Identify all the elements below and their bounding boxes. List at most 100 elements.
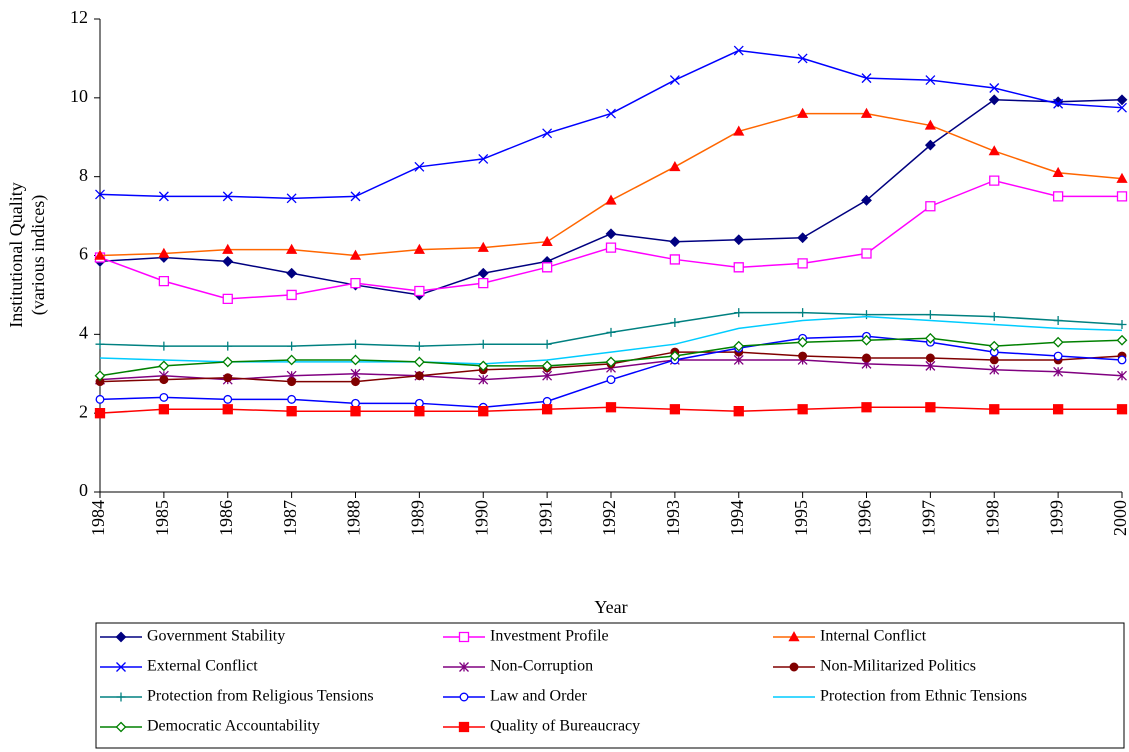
marker <box>1117 319 1127 329</box>
marker <box>478 153 489 164</box>
marker <box>862 310 871 320</box>
y-axis-title: (various indices) <box>28 195 49 315</box>
marker <box>989 175 1000 186</box>
y-axis-title: Institutional Quality <box>6 182 26 328</box>
marker <box>733 125 745 136</box>
marker <box>222 404 233 415</box>
x-tick-label: 1988 <box>344 500 364 536</box>
marker <box>861 194 872 206</box>
x-tick-label: 1985 <box>152 500 172 536</box>
x-tick-label: 1991 <box>535 500 555 536</box>
marker <box>478 374 489 385</box>
marker <box>989 364 1000 375</box>
marker <box>1116 404 1128 415</box>
marker <box>115 631 127 643</box>
marker <box>797 53 808 64</box>
marker <box>95 394 105 404</box>
marker <box>1117 102 1127 113</box>
y-tick-label: 12 <box>70 7 88 27</box>
marker <box>925 75 936 86</box>
legend-box <box>95 622 1125 749</box>
marker <box>287 394 297 404</box>
marker <box>789 662 799 672</box>
marker <box>669 236 681 248</box>
marker <box>458 631 470 643</box>
y-tick-label: 2 <box>79 401 88 421</box>
marker <box>158 404 170 415</box>
marker <box>478 339 488 349</box>
marker <box>669 254 681 265</box>
marker <box>797 107 809 118</box>
marker <box>925 310 935 320</box>
marker <box>733 406 744 417</box>
marker <box>351 398 360 408</box>
marker <box>605 228 617 240</box>
x-tick-label: 1987 <box>280 500 300 536</box>
marker <box>223 341 233 351</box>
marker <box>413 243 425 254</box>
marker <box>350 191 361 202</box>
marker <box>286 289 297 301</box>
y-tick-label: 10 <box>70 86 88 106</box>
marker <box>1052 336 1064 348</box>
marker <box>94 408 106 419</box>
marker <box>605 194 617 205</box>
marker <box>797 258 808 269</box>
legend-label: Non-Corruption <box>490 658 593 675</box>
marker <box>222 255 234 267</box>
series <box>99 315 1123 365</box>
marker <box>414 406 425 417</box>
marker <box>349 249 362 260</box>
marker <box>159 392 169 402</box>
marker <box>222 356 234 368</box>
series <box>95 45 1127 204</box>
marker <box>351 377 360 387</box>
marker <box>287 341 297 351</box>
marker <box>541 235 553 246</box>
marker <box>1116 172 1128 183</box>
marker <box>223 373 233 383</box>
marker <box>223 394 233 404</box>
marker <box>95 189 105 200</box>
marker <box>477 360 489 372</box>
x-tick-label: 1984 <box>88 500 108 536</box>
marker <box>1053 98 1064 109</box>
marker <box>542 370 553 381</box>
marker <box>861 402 872 413</box>
marker <box>605 402 617 413</box>
marker <box>860 107 873 118</box>
marker <box>286 406 297 417</box>
marker <box>541 360 553 372</box>
marker <box>414 285 425 297</box>
marker <box>925 201 936 212</box>
marker <box>606 327 616 337</box>
legend-label: Law and Order <box>490 688 588 705</box>
legend-label: Internal Conflict <box>820 628 927 645</box>
x-tick-label: 2000 <box>1110 500 1129 536</box>
legend-label: Non-Militarized Politics <box>820 658 976 675</box>
legend-label: Quality of Bureaucracy <box>490 718 640 735</box>
marker <box>158 275 170 287</box>
marker <box>733 262 744 273</box>
marker <box>1052 166 1064 177</box>
marker <box>116 662 126 672</box>
marker <box>989 404 1000 415</box>
marker <box>989 83 1000 93</box>
marker <box>669 350 681 362</box>
marker <box>541 262 553 273</box>
marker <box>459 662 469 672</box>
marker <box>414 398 424 408</box>
marker <box>541 404 553 415</box>
marker <box>797 336 809 348</box>
marker <box>988 94 1000 106</box>
marker <box>797 404 808 415</box>
marker <box>669 160 681 172</box>
y-tick-label: 8 <box>79 165 88 185</box>
marker <box>116 692 126 702</box>
marker <box>286 243 298 254</box>
marker <box>222 293 233 305</box>
legend-label: External Conflict <box>147 658 258 675</box>
marker <box>94 370 106 382</box>
